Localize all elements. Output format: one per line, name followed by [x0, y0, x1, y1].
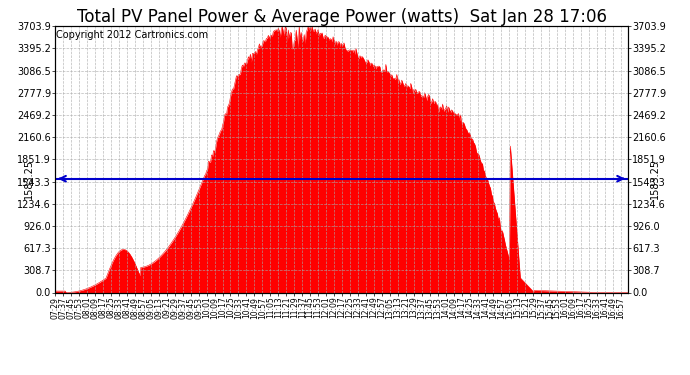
Title: Total PV Panel Power & Average Power (watts)  Sat Jan 28 17:06: Total PV Panel Power & Average Power (wa… — [77, 8, 607, 26]
Text: 1583.25: 1583.25 — [24, 159, 34, 199]
Text: Copyright 2012 Cartronics.com: Copyright 2012 Cartronics.com — [57, 30, 208, 40]
Text: 1583.25: 1583.25 — [651, 159, 660, 199]
